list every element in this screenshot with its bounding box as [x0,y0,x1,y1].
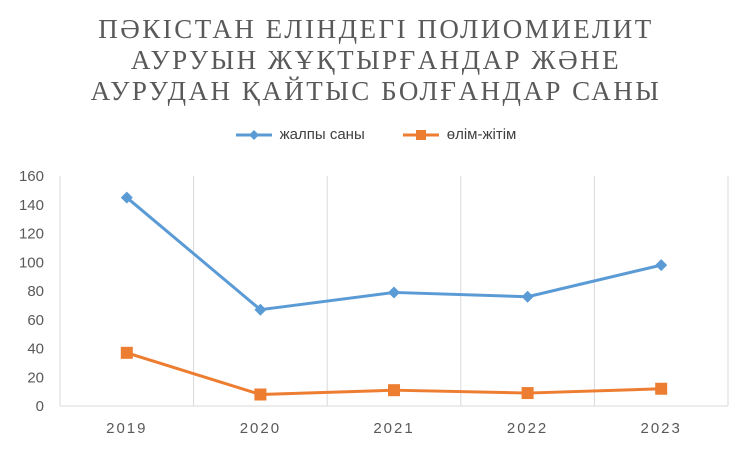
y-tick-label: 100 [19,254,44,271]
x-tick-label: 2020 [240,420,281,437]
data-point-diamond [655,259,668,272]
data-point-square [120,346,133,359]
legend: жалпы саны өлім-жітім [0,126,752,143]
x-tick-label: 2022 [507,420,548,437]
chart-title-line: АУРУЫН ЖҰҚТЫРҒАНДАР ЖӘНЕ [130,45,622,75]
y-tick-label: 80 [27,283,44,300]
legend-item-deaths: өлім-жітім [402,126,517,143]
chart-title-line: АУРУДАН ҚАЙТЫС БОЛҒАНДАР САНЫ [90,76,662,106]
data-point-diamond [388,286,400,299]
legend-label: өлім-жітім [446,126,517,143]
legend-label: жалпы саны [279,126,365,143]
data-point-square [521,387,534,400]
data-point-square [254,388,267,401]
data-point-square [388,384,400,397]
square-marker-icon [402,129,439,140]
y-tick-label: 60 [27,312,44,329]
y-tick-label: 0 [36,398,44,415]
y-tick-label: 40 [27,341,44,358]
y-tick-label: 140 [19,197,44,214]
x-tick-label: 2021 [373,420,414,437]
chart-title: ПӘКІСТАН ЕЛІНДЕГІ ПОЛИОМИЕЛИТ АУРУЫН ЖҰҚ… [0,14,752,107]
y-tick-label: 160 [19,168,44,185]
x-tick-label: 2019 [106,420,147,437]
y-tick-label: 20 [27,369,44,386]
diamond-marker-icon [235,129,272,140]
x-tick-label: 2023 [641,420,682,437]
chart-title-line: ПӘКІСТАН ЕЛІНДЕГІ ПОЛИОМИЕЛИТ [98,14,654,44]
legend-item-total: жалпы саны [235,126,365,143]
data-point-diamond [521,290,534,303]
y-tick-label: 120 [19,226,44,243]
data-point-diamond [254,303,267,316]
data-point-square [655,382,668,395]
data-point-diamond [120,191,133,204]
